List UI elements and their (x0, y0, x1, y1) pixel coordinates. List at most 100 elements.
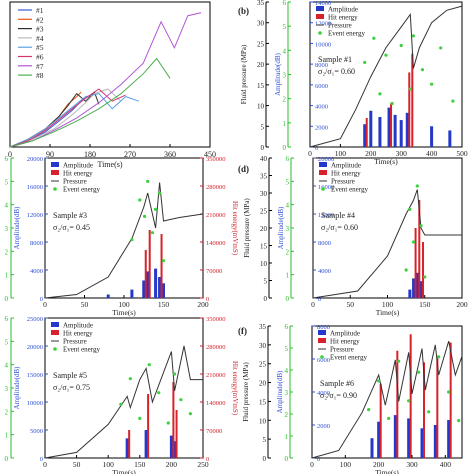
legend-label: Hit energy (330, 338, 360, 346)
legend-label: Hit energy (331, 170, 361, 178)
panel-label: (f) (238, 326, 247, 336)
pressure-tick-label: 10 (260, 260, 268, 268)
hit-energy-bar (144, 250, 147, 298)
event-energy-point (404, 268, 408, 272)
event-energy-point (447, 390, 451, 394)
x-tick-label: 0 (8, 150, 12, 159)
legend-label: Pressure (331, 178, 355, 186)
event-energy-point (408, 87, 412, 91)
amplitude-tick-label: 12000 (315, 21, 331, 28)
amplitude-tick-label: 2000 (317, 423, 330, 430)
pressure-tick-label: 30 (257, 20, 265, 28)
sample-annotation: Sample #6 (320, 379, 354, 388)
event-energy-point (457, 419, 461, 423)
pressure-line (312, 189, 462, 299)
event-tick-label: 1 (5, 272, 9, 280)
event-tick-label: 5 (285, 345, 289, 353)
event-energy-point (147, 363, 151, 367)
event-tick-label: 5 (5, 178, 9, 186)
event-tick-label: 5 (286, 178, 290, 186)
amplitude-bar (393, 415, 397, 458)
event-tick-label: 2 (286, 248, 290, 256)
amplitude-tick-label: 12000 (318, 212, 334, 219)
event-energy-point (437, 355, 441, 359)
amplitude-bar (169, 435, 173, 458)
legend-label: Event energy (330, 354, 367, 362)
event-tick-label: 4 (5, 362, 9, 370)
pressure-tick-label: 25 (257, 40, 265, 48)
series-line-n3 (9, 91, 100, 148)
legend-label: Amplitude (330, 330, 360, 338)
sample-annotation: Sample #5 (53, 371, 87, 380)
event-energy-point (128, 377, 132, 381)
amplitude-tick-label: 6000 (317, 357, 330, 364)
amplitude-tick-label: 16000 (27, 184, 43, 191)
hit-energy-bar (422, 242, 425, 298)
x-tick-label: 100 (382, 300, 394, 309)
pressure-tick-label: 40 (260, 155, 268, 163)
amplitude-bar (142, 280, 146, 298)
event-tick-label: 1 (286, 272, 290, 280)
pressure-tick-label: 25 (259, 361, 267, 369)
pressure-tick-label: 5 (263, 436, 267, 444)
event-energy-point (166, 421, 170, 425)
hit-energy-bar (408, 72, 411, 147)
event-tick-label: 6 (285, 323, 289, 331)
event-tick-label: 3 (5, 385, 9, 393)
amplitude-tick-label: 16000 (318, 184, 334, 191)
x-axis-label: Time(s) (97, 160, 122, 169)
amplitude-bar (415, 272, 419, 298)
pressure-axis-label: Fluid pressure (MPa) (242, 362, 250, 422)
event-tick-label: 2 (285, 411, 289, 419)
amplitude-axis-label: Amplitude(dB) (274, 52, 282, 95)
event-energy-point (408, 207, 412, 211)
series-line-n8 (9, 57, 171, 148)
pressure-tick-label: 25 (260, 208, 268, 216)
pressure-tick-label: 20 (260, 225, 268, 233)
event-energy-point (378, 92, 382, 96)
amplitude-tick-label: 12000 (27, 212, 43, 219)
legend-swatch (51, 162, 59, 167)
hit-energy-bar (160, 234, 163, 298)
stress-ratio-annotation: σ₂/σ₁= 0.60 (321, 223, 358, 232)
x-tick-label: 400 (440, 460, 452, 469)
event-energy-point (138, 198, 142, 202)
x-tick-label: 100 (340, 460, 352, 469)
event-energy-point (384, 53, 388, 57)
hit-tick-label: 140000 (206, 240, 226, 247)
stress-ratio-annotation: σ₂/σ₁= 0.60 (318, 67, 355, 76)
event-tick-label: 1 (285, 433, 289, 441)
x-axis-label: Time(s) (376, 308, 400, 317)
amplitude-tick-label: 10000 (27, 400, 43, 407)
legend-label: #8 (36, 71, 44, 80)
hit-energy-bar (418, 200, 421, 298)
x-tick-label: 200 (166, 460, 178, 469)
x-axis-label: Time(s) (375, 468, 399, 474)
legend-label: #7 (36, 62, 44, 71)
legend-label: Pressure (63, 178, 87, 186)
pressure-tick-label: 15 (260, 243, 268, 251)
pressure-tick-label: 30 (259, 342, 267, 350)
x-tick-label: 150 (134, 460, 146, 469)
amplitude-tick-label: 4000 (318, 268, 331, 275)
hit-energy-bar (172, 382, 175, 458)
pressure-tick-label: 15 (257, 82, 265, 90)
legend-label: #6 (36, 53, 44, 62)
amplitude-bar (158, 277, 162, 298)
event-tick-label: 1 (5, 432, 9, 440)
hit-tick-label: 350000 (206, 156, 226, 163)
event-tick-label: 6 (286, 155, 290, 163)
amplitude-tick-label: 8000 (318, 240, 331, 247)
pressure-line (44, 182, 204, 299)
series-line-n6 (9, 88, 126, 148)
hit-energy-bar (409, 334, 412, 458)
amplitude-tick-label: 25000 (27, 316, 43, 323)
amplitude-tick-label: 20000 (27, 344, 43, 351)
legend-label: Event energy (63, 186, 100, 194)
pressure-tick-label: 0 (261, 144, 265, 152)
sample-annotation: Sample #4 (321, 211, 355, 220)
x-tick-label: 200 (197, 300, 209, 309)
amplitude-bar (447, 420, 451, 458)
x-tick-label: 200 (373, 460, 385, 469)
